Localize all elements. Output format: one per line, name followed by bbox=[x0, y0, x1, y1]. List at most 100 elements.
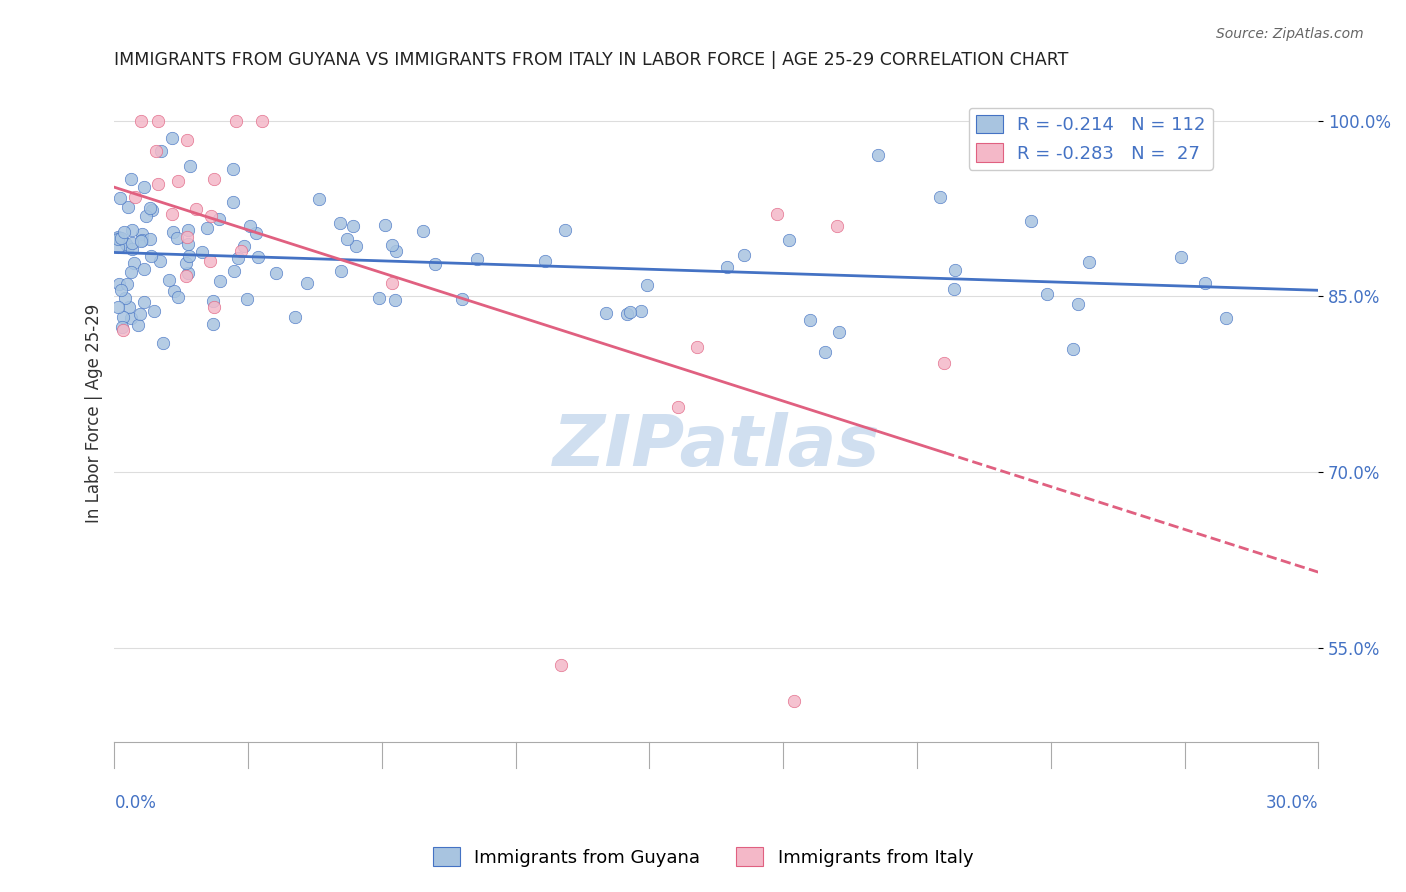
Point bbox=[139, 232, 162, 246]
Point bbox=[239, 219, 262, 234]
Point bbox=[152, 336, 174, 351]
Point bbox=[121, 223, 143, 237]
Point bbox=[139, 249, 162, 263]
Point bbox=[595, 306, 617, 320]
Point bbox=[110, 231, 132, 245]
Text: 0.0%: 0.0% bbox=[114, 794, 156, 812]
Point bbox=[128, 307, 150, 321]
Point bbox=[208, 211, 231, 226]
Point bbox=[344, 239, 367, 253]
Point bbox=[554, 223, 576, 237]
Point bbox=[167, 290, 190, 304]
Point bbox=[1215, 311, 1237, 326]
Point bbox=[716, 260, 738, 274]
Point bbox=[111, 310, 134, 325]
Point bbox=[264, 266, 287, 280]
Point bbox=[929, 189, 952, 203]
Point bbox=[236, 293, 259, 307]
Point bbox=[176, 133, 198, 147]
Point bbox=[121, 236, 143, 251]
Point bbox=[943, 263, 966, 277]
Point bbox=[685, 340, 707, 354]
Point bbox=[336, 232, 359, 246]
Point bbox=[135, 209, 157, 223]
Point bbox=[245, 226, 267, 240]
Point bbox=[184, 202, 207, 217]
Point bbox=[942, 282, 965, 296]
Point bbox=[451, 292, 474, 306]
Point bbox=[149, 253, 172, 268]
Point bbox=[799, 313, 821, 327]
Point bbox=[162, 131, 184, 145]
Point bbox=[141, 202, 163, 217]
Point bbox=[225, 113, 247, 128]
Point bbox=[229, 244, 252, 259]
Point bbox=[129, 234, 152, 248]
Point bbox=[166, 174, 188, 188]
Point bbox=[295, 276, 318, 290]
Point bbox=[828, 325, 851, 339]
Point bbox=[233, 239, 256, 253]
Point bbox=[166, 231, 188, 245]
Point bbox=[329, 264, 352, 278]
Point bbox=[112, 226, 135, 240]
Point bbox=[115, 236, 138, 251]
Point bbox=[550, 658, 572, 673]
Point bbox=[176, 236, 198, 251]
Point bbox=[381, 237, 404, 252]
Point bbox=[367, 291, 389, 305]
Point bbox=[149, 144, 172, 158]
Text: ZIPatlas: ZIPatlas bbox=[553, 412, 880, 481]
Point bbox=[162, 225, 184, 239]
Point bbox=[1067, 296, 1090, 310]
Point bbox=[145, 144, 167, 158]
Point bbox=[163, 285, 186, 299]
Point bbox=[1062, 343, 1084, 357]
Legend: Immigrants from Guyana, Immigrants from Italy: Immigrants from Guyana, Immigrants from … bbox=[426, 840, 980, 874]
Point bbox=[108, 191, 131, 205]
Point bbox=[139, 201, 162, 215]
Point bbox=[374, 219, 396, 233]
Point bbox=[1077, 255, 1099, 269]
Point bbox=[619, 305, 641, 319]
Point bbox=[160, 207, 183, 221]
Point bbox=[107, 301, 129, 315]
Point bbox=[131, 227, 153, 241]
Point bbox=[1019, 214, 1042, 228]
Point bbox=[201, 294, 224, 309]
Point bbox=[114, 291, 136, 305]
Point bbox=[778, 234, 800, 248]
Point bbox=[1036, 286, 1059, 301]
Point bbox=[342, 219, 364, 233]
Point bbox=[814, 344, 837, 359]
Point bbox=[202, 172, 225, 186]
Point bbox=[176, 230, 198, 244]
Point bbox=[111, 320, 134, 334]
Point bbox=[381, 276, 404, 290]
Legend: R = -0.214   N = 112, R = -0.283   N =  27: R = -0.214 N = 112, R = -0.283 N = 27 bbox=[969, 108, 1213, 169]
Point bbox=[222, 161, 245, 176]
Point bbox=[284, 310, 307, 324]
Point bbox=[122, 256, 145, 270]
Point bbox=[179, 249, 201, 263]
Point bbox=[783, 693, 806, 707]
Point bbox=[384, 244, 406, 258]
Point bbox=[630, 304, 652, 318]
Point bbox=[636, 277, 658, 292]
Point bbox=[209, 274, 232, 288]
Point bbox=[117, 200, 139, 214]
Point bbox=[107, 230, 129, 244]
Point bbox=[190, 244, 212, 259]
Point bbox=[134, 295, 156, 310]
Point bbox=[176, 256, 198, 270]
Point bbox=[174, 269, 197, 284]
Y-axis label: In Labor Force | Age 25-29: In Labor Force | Age 25-29 bbox=[86, 304, 103, 524]
Point bbox=[120, 172, 142, 186]
Point bbox=[934, 356, 956, 370]
Point bbox=[765, 207, 787, 221]
Point bbox=[195, 220, 218, 235]
Point bbox=[118, 300, 141, 314]
Point bbox=[384, 293, 406, 307]
Point bbox=[222, 194, 245, 209]
Point bbox=[177, 266, 200, 280]
